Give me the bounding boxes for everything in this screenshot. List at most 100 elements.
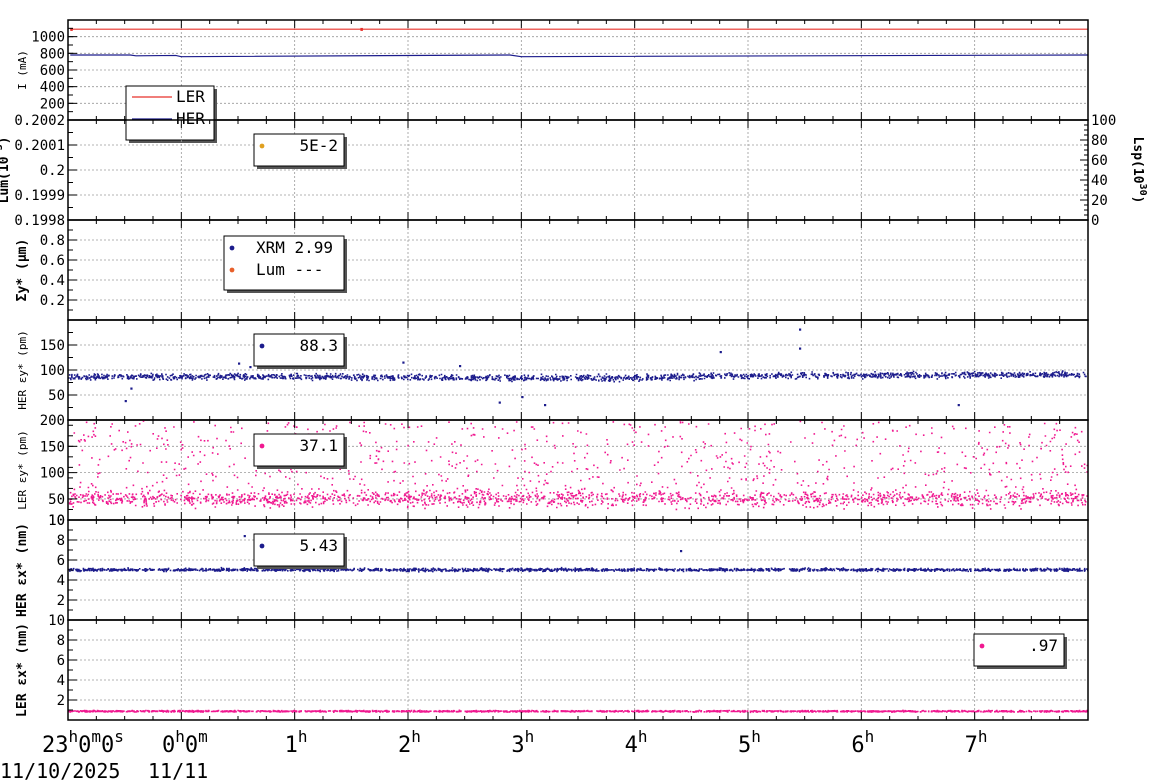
y2-axis-label: Lsp(1030) xyxy=(1130,137,1148,204)
outlier-point xyxy=(459,365,462,368)
outlier-point xyxy=(957,404,960,407)
x-tick-text: 2h xyxy=(398,727,421,758)
sup: h xyxy=(978,727,988,746)
date-label: 11/11 xyxy=(148,759,208,782)
legend: XRM 2.99 Lum --- xyxy=(223,235,347,293)
tick-part: 0 xyxy=(185,733,198,758)
x-tick-label: 0h0m xyxy=(162,727,208,758)
y-tick-label: 10 xyxy=(48,613,65,629)
legend-label: 5E-2 xyxy=(299,136,338,155)
y-tick-label: 600 xyxy=(40,63,65,79)
y-tick-label: 2 xyxy=(57,593,65,609)
y2-tick-label: 0 xyxy=(1091,213,1099,229)
panel-frame xyxy=(67,619,1089,721)
y-axis-label: HER εx* (nm) xyxy=(15,523,30,617)
sup: h xyxy=(525,727,535,746)
legend-label: LER xyxy=(176,87,205,106)
series-line xyxy=(70,54,1088,58)
legend: .97 xyxy=(973,633,1067,669)
y-tick-label: 2 xyxy=(57,693,65,709)
legend: 5E-2 xyxy=(253,133,347,169)
y-axis-label: LER εx* (nm) xyxy=(15,623,30,717)
y-tick-label: 150 xyxy=(40,338,65,354)
y-axis-label: Lum(10-3) xyxy=(0,137,12,204)
y2-tick-label: 100 xyxy=(1091,113,1116,129)
sup: h xyxy=(175,727,185,746)
x-tick-text: 1h xyxy=(285,727,308,758)
sup: s xyxy=(114,727,124,746)
y-tick-label: 10 xyxy=(48,513,65,529)
outlier-point xyxy=(799,328,802,331)
legend: 5.43 xyxy=(253,533,347,569)
legend-swatch xyxy=(229,245,235,251)
legend-box xyxy=(253,433,345,467)
x-tick-label: 23h0m0s xyxy=(42,727,124,758)
sup: h xyxy=(865,727,875,746)
y-tick-label: 0.6 xyxy=(40,253,65,269)
x-tick-text: 6h xyxy=(851,727,874,758)
outlier-point xyxy=(238,362,241,365)
x-tick-label: 7h xyxy=(965,727,988,758)
legend-box xyxy=(125,85,215,141)
sup: h xyxy=(751,727,761,746)
y-tick-label: 0.2 xyxy=(40,163,65,179)
legend-swatch xyxy=(259,543,265,549)
y-tick-label: 150 xyxy=(40,439,65,455)
outlier-point xyxy=(243,535,246,538)
x-tick-label: 1h xyxy=(285,727,308,758)
outlier-point xyxy=(680,550,683,553)
y-tick-label: 200 xyxy=(40,413,65,429)
y-tick-label: 200 xyxy=(40,96,65,112)
series-group xyxy=(68,420,1088,511)
legend-box xyxy=(253,533,345,567)
sup: h xyxy=(69,727,79,746)
legend-label: HER xyxy=(176,109,205,128)
exponent: 30 xyxy=(1137,184,1148,196)
ler-spike xyxy=(360,27,363,31)
outlier-point xyxy=(544,404,547,407)
x-tick-text: 3h xyxy=(511,727,534,758)
y-tick-label: 0.4 xyxy=(40,273,65,289)
y-axis-label: I (mA) xyxy=(16,50,29,90)
series-group xyxy=(68,328,1088,407)
legend-swatch xyxy=(259,443,265,449)
outlier-point xyxy=(799,347,802,350)
y-tick-label: 6 xyxy=(57,653,65,669)
ler-spike xyxy=(70,27,73,31)
y-tick-label: 4 xyxy=(57,573,65,589)
y2-tick-label: 40 xyxy=(1091,173,1108,189)
y-axis-label: Σy* (μm) xyxy=(15,239,30,302)
y-tick-label: 0.8 xyxy=(40,233,65,249)
y-tick-label: 50 xyxy=(48,388,65,404)
legend-box xyxy=(973,633,1065,667)
legend: 88.3 xyxy=(253,333,347,369)
x-tick-label: 3h xyxy=(511,727,534,758)
outlier-point xyxy=(402,361,405,364)
series-group xyxy=(70,27,1088,58)
y-tick-label: 400 xyxy=(40,80,65,96)
outlier-point xyxy=(249,366,252,369)
x-tick-label: 5h xyxy=(738,727,761,758)
tick-part: 0 xyxy=(101,733,114,758)
legend-label: XRM 2.99 xyxy=(256,238,333,257)
legend-box xyxy=(253,133,345,167)
legend-label: .97 xyxy=(1029,636,1058,655)
y-tick-label: 6 xyxy=(57,553,65,569)
legend-swatch xyxy=(229,267,235,273)
sup: m xyxy=(91,727,101,746)
legend-label: 37.1 xyxy=(299,436,338,455)
y-tick-label: 8 xyxy=(57,633,65,649)
x-tick-text: 5h xyxy=(738,727,761,758)
sup: h xyxy=(298,727,308,746)
outlier-point xyxy=(498,401,501,404)
outlier-point xyxy=(124,400,127,403)
y-tick-label: 0.2002 xyxy=(14,113,65,129)
legend: 37.1 xyxy=(253,433,347,469)
outlier-point xyxy=(521,396,524,399)
legend-box xyxy=(223,235,345,291)
x-tick-label: 4h xyxy=(625,727,648,758)
scatter-points xyxy=(68,566,1088,573)
